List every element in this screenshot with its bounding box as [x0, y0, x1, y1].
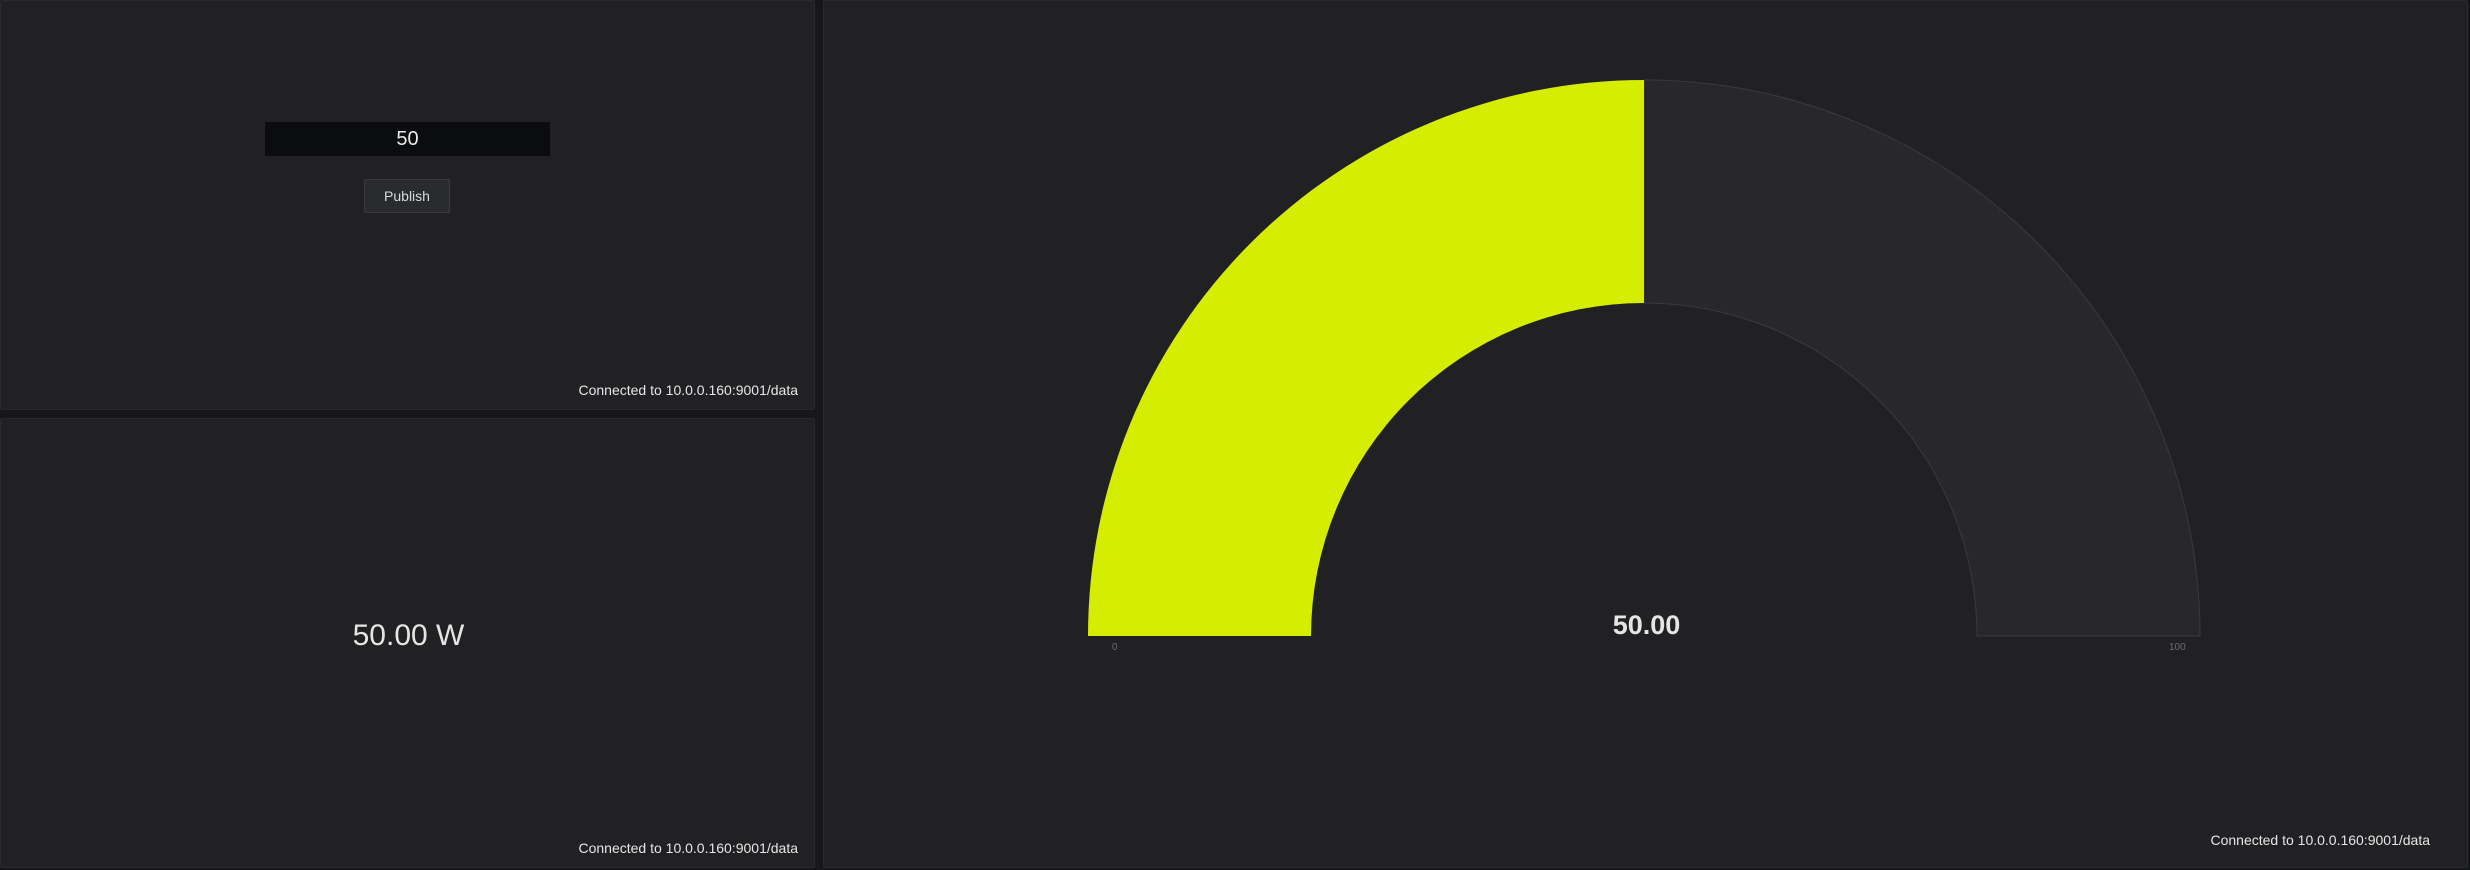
- gauge-min-label: 0: [1112, 642, 1118, 653]
- publish-value-input[interactable]: [265, 122, 550, 156]
- connection-status: Connected to 10.0.0.160:9001/data: [578, 840, 798, 856]
- gauge-max-label: 100: [2169, 642, 2186, 653]
- gauge-value: 50.00: [1612, 610, 1681, 640]
- connection-status: Connected to 10.0.0.160:9001/data: [2210, 832, 2430, 848]
- publish-button[interactable]: Publish: [364, 179, 450, 213]
- gauge-track: [1643, 79, 2201, 637]
- power-stat-panel: 50.00 W Connected to 10.0.0.160:9001/dat…: [0, 418, 815, 868]
- connection-status: Connected to 10.0.0.160:9001/data: [578, 382, 798, 398]
- gauge-chart: [1088, 79, 2201, 637]
- power-stat-value: 50.00 W: [352, 619, 465, 652]
- publish-panel: Publish Connected to 10.0.0.160:9001/dat…: [0, 0, 815, 410]
- gauge-fill: [1088, 80, 1644, 636]
- gauge-panel: 50.00 0 100 Connected to 10.0.0.160:9001…: [823, 0, 2468, 868]
